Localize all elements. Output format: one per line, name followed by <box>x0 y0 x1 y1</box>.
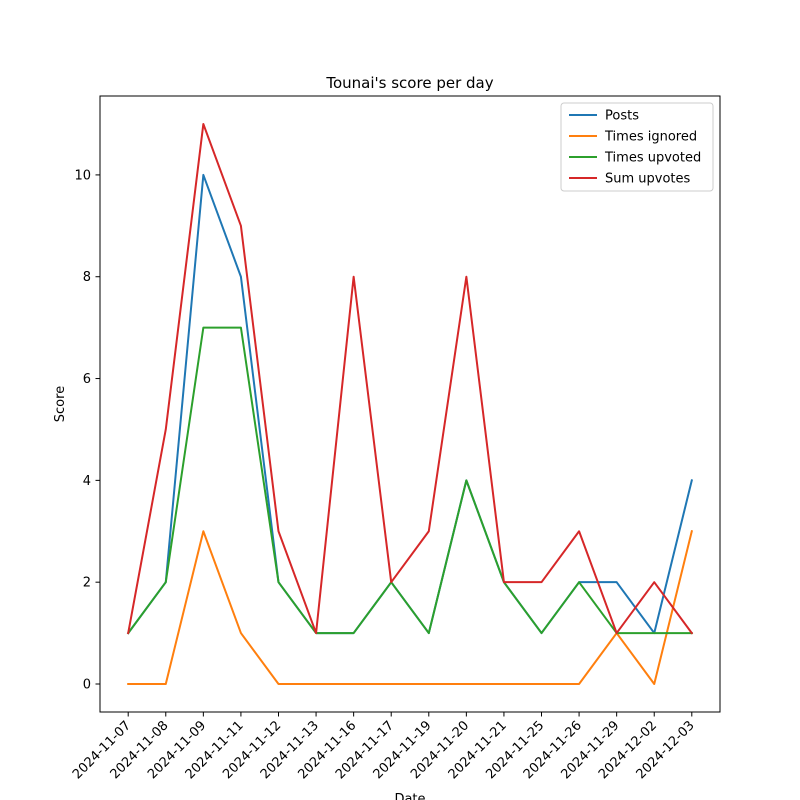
y-tick-label: 6 <box>83 372 91 387</box>
series-line-sum-upvotes <box>127 123 694 635</box>
y-axis-label: Score <box>53 386 68 422</box>
legend-box <box>560 102 714 192</box>
y-tick-label: 2 <box>83 576 91 591</box>
axes-frame <box>99 95 721 713</box>
series-line-times-ignored <box>127 530 694 685</box>
legend-entry: Sum upvotes <box>605 172 691 187</box>
legend: Posts Times ignored Times upvoted Sum upvot… <box>560 102 714 192</box>
legend-entry: Times upvoted <box>604 151 701 166</box>
legend-entry: Posts <box>605 109 639 124</box>
series-line-posts <box>126 173 694 635</box>
y-tick-label: 4 <box>83 474 91 489</box>
plot-area: 02468102024-11-072024-11-082024-11-09202… <box>70 95 721 782</box>
series-line-times-upvoted <box>126 326 693 635</box>
y-tick-label: 0 <box>83 678 91 693</box>
legend-entry: Times ignored <box>604 130 697 145</box>
y-tick-label: 10 <box>74 168 91 183</box>
y-tick-label: 8 <box>83 270 91 285</box>
chart-title: Tounai's score per day <box>325 74 493 92</box>
x-axis-label: Date <box>394 792 425 800</box>
